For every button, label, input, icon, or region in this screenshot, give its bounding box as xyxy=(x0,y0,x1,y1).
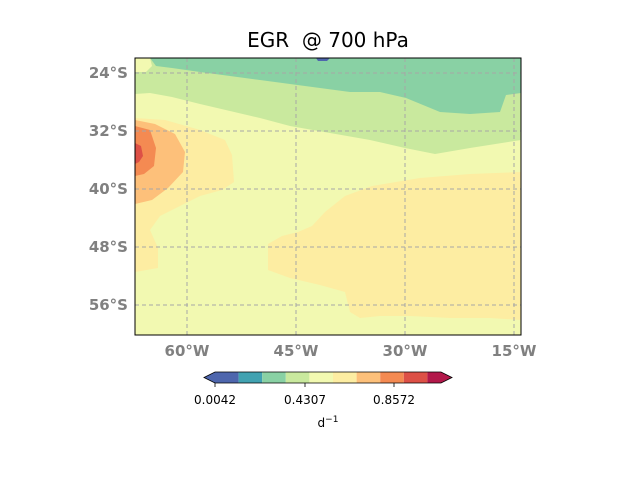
colorbar-segment-2 xyxy=(238,372,263,383)
colorbar-tick-label-2: 0.4307 xyxy=(284,393,326,407)
colorbar-segment-8 xyxy=(380,372,404,383)
lon-label-45w: 45°W xyxy=(274,342,319,360)
lat-label-56s: 56°S xyxy=(89,296,128,314)
lon-label-30w: 30°W xyxy=(383,342,428,360)
colorbar-unit-base: d xyxy=(318,416,326,430)
lat-label-48s: 48°S xyxy=(89,238,128,256)
colorbar: 0.0042 0.4307 0.8572 d−1 xyxy=(194,371,453,430)
lat-label-32s: 32°S xyxy=(89,122,128,140)
lat-label-40s: 40°S xyxy=(89,180,128,198)
colorbar-segment-3 xyxy=(262,372,286,383)
longitude-labels: 60°W 45°W 30°W 15°W xyxy=(165,342,537,360)
colorbar-segment-1 xyxy=(215,372,239,383)
field-pale-speck xyxy=(135,58,152,72)
field-red xyxy=(135,143,143,164)
map-title: EGR @ 700 hPa xyxy=(247,28,409,52)
colorbar-segment-9 xyxy=(403,372,428,383)
colorbar-segment-7 xyxy=(356,372,381,383)
map-gridlines xyxy=(135,58,521,335)
colorbar-extend-high xyxy=(427,372,452,383)
map-frame xyxy=(134,57,522,336)
colorbar-tick-label-3: 0.8572 xyxy=(373,393,415,407)
field-dark-orange xyxy=(135,126,156,176)
lat-label-24s: 24°S xyxy=(89,64,128,82)
field-teal xyxy=(150,58,521,114)
colorbar-extend-low xyxy=(204,372,215,383)
field-blue-patch xyxy=(316,58,330,61)
field-light-orange-east xyxy=(268,172,521,320)
latitude-labels: 24°S 32°S 40°S 48°S 56°S xyxy=(89,64,128,314)
colorbar-tick-label-1: 0.0042 xyxy=(194,393,236,407)
lon-label-60w: 60°W xyxy=(165,342,210,360)
colorbar-unit-label: d−1 xyxy=(318,415,339,430)
colorbar-segment-5 xyxy=(309,372,333,383)
colorbar-segment-6 xyxy=(333,372,357,383)
lon-label-15w: 15°W xyxy=(492,342,537,360)
map-field xyxy=(135,58,521,335)
colorbar-segment-4 xyxy=(285,372,310,383)
colorbar-unit-exponent: −1 xyxy=(325,415,338,425)
